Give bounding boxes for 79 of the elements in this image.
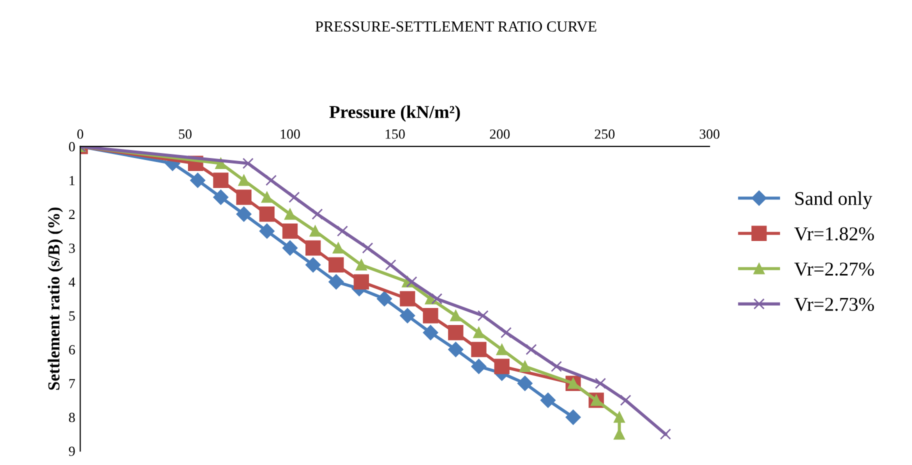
point — [477, 310, 489, 322]
point — [448, 342, 464, 358]
x-axis-title: Pressure (kN/m²) — [329, 105, 460, 122]
point — [236, 190, 252, 205]
point — [550, 360, 562, 372]
point — [310, 226, 321, 237]
point — [448, 324, 464, 340]
y-axis-title: Settlement ratio (s/B) (%) — [48, 208, 63, 390]
point — [422, 308, 438, 324]
legend-label: Vr=2.27% — [794, 262, 874, 276]
point — [213, 172, 228, 188]
point — [266, 174, 277, 186]
point — [517, 376, 533, 391]
point — [328, 257, 344, 273]
x-tick-label: 300 — [700, 129, 720, 139]
point — [471, 358, 486, 374]
point — [473, 327, 484, 338]
point — [566, 410, 581, 425]
point — [282, 223, 298, 239]
point — [305, 240, 321, 256]
point — [312, 208, 323, 220]
y-tick-label: 1 — [70, 176, 75, 186]
point — [259, 206, 275, 222]
x-tick-label: 50 — [179, 129, 192, 139]
point — [354, 274, 369, 290]
point — [614, 412, 625, 423]
point — [620, 394, 632, 406]
point — [236, 206, 252, 222]
point — [282, 240, 298, 256]
point — [332, 242, 344, 254]
y-tick-label: 7 — [69, 379, 75, 388]
point — [540, 392, 556, 408]
point — [450, 310, 462, 322]
x-tick-label: 250 — [594, 129, 615, 139]
point — [242, 158, 254, 169]
point — [594, 378, 606, 389]
y-tick-label: 2 — [69, 210, 75, 219]
point — [500, 327, 512, 338]
x-tick-label: 100 — [280, 129, 300, 139]
legend-label: Vr=1.82% — [794, 227, 874, 241]
y-tick-label: 4 — [68, 278, 76, 287]
legend-label: Vr=2.73% — [794, 298, 874, 312]
x-tick-label: 200 — [490, 129, 510, 139]
point — [660, 428, 672, 440]
point — [422, 325, 438, 340]
chart-title: PRESSURE-SETTLEMENT RATIO CURVE — [315, 21, 596, 32]
y-tick-label: 8 — [68, 412, 75, 422]
point — [526, 344, 537, 356]
point — [261, 192, 272, 203]
point — [213, 190, 228, 205]
point — [496, 344, 508, 356]
point — [431, 293, 442, 304]
y-tick-label: 0 — [68, 142, 75, 152]
point — [376, 291, 392, 306]
point — [400, 308, 416, 324]
legend-label: Sand only — [795, 191, 872, 210]
point — [519, 360, 531, 372]
point — [362, 242, 374, 254]
x-tick-label: 150 — [386, 129, 405, 139]
y-tick-label: 6 — [69, 345, 75, 354]
y-tick-label: 3 — [69, 244, 75, 253]
point — [471, 342, 486, 358]
point — [284, 208, 296, 220]
y-tick-label: 5 — [69, 311, 75, 321]
point — [336, 226, 348, 237]
point — [614, 428, 625, 440]
point — [288, 192, 300, 203]
point — [328, 274, 344, 290]
point — [406, 276, 418, 288]
y-tick-label: 9 — [68, 446, 75, 456]
point — [306, 257, 321, 272]
point — [238, 174, 250, 186]
x-tick-label: 0 — [77, 129, 84, 139]
point — [494, 358, 510, 374]
point — [259, 224, 275, 239]
point — [190, 172, 206, 188]
point — [400, 291, 416, 306]
point — [385, 259, 396, 270]
point — [356, 259, 367, 270]
